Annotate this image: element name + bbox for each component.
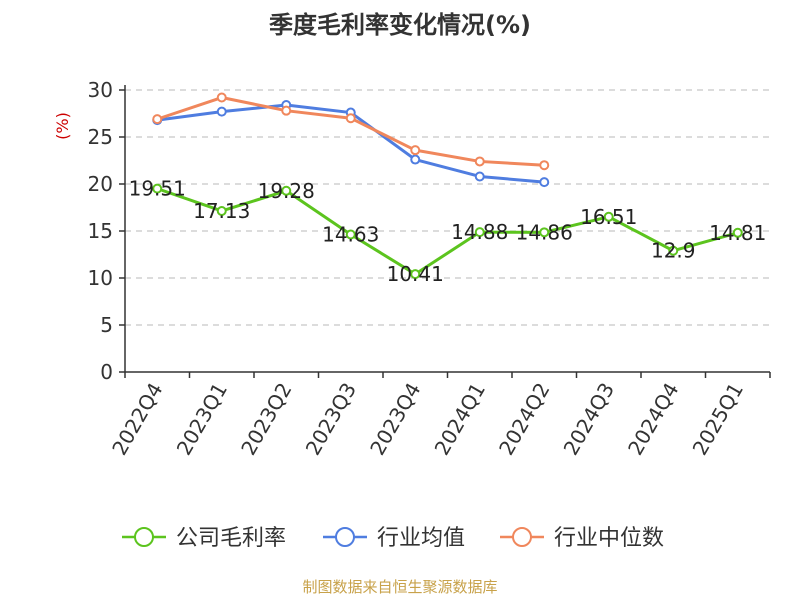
data-label: 16.51	[580, 205, 637, 229]
x-tick-label: 2024Q1	[430, 379, 490, 460]
y-tick-label: 30	[88, 78, 113, 102]
data-point	[281, 185, 292, 196]
data-point	[216, 205, 227, 216]
data-point	[345, 229, 356, 240]
x-tick-label: 2023Q4	[365, 379, 425, 460]
legend-marker	[512, 527, 532, 547]
y-tick-label: 15	[88, 219, 113, 243]
y-tick-label: 10	[88, 266, 113, 290]
legend-marker	[134, 527, 154, 547]
data-labels: 19.51 17.13 19.28 14.63 10.41 14.88 14.86 16.51…	[129, 177, 767, 287]
data-point	[539, 227, 550, 238]
x-tick-label: 2024Q4	[623, 379, 683, 460]
data-point	[474, 156, 485, 167]
y-axis-label: (%)	[53, 112, 72, 140]
y-tick-label: 0	[100, 360, 113, 384]
data-point	[410, 145, 421, 156]
data-label: 14.86	[516, 220, 573, 244]
legend: 公司毛利率 行业均值 行业中位数	[122, 526, 664, 551]
data-label: 19.51	[129, 177, 186, 201]
x-tick-label: 2022Q4	[107, 379, 167, 460]
source-note: 制图数据来自恒生聚源数据库	[302, 578, 497, 596]
data-point	[410, 154, 421, 165]
x-tick-label: 2023Q3	[301, 379, 361, 460]
legend-label: 公司毛利率	[176, 526, 286, 551]
x-tick-label: 2023Q2	[236, 379, 296, 460]
y-tick-label: 5	[100, 313, 113, 337]
gridlines	[125, 89, 770, 326]
x-tick-label: 2024Q2	[494, 379, 554, 460]
data-point	[216, 92, 227, 103]
data-label: 19.28	[258, 179, 315, 203]
data-point	[152, 114, 163, 125]
data-label: 14.81	[709, 221, 766, 245]
data-point	[668, 245, 679, 256]
legend-marker	[335, 527, 355, 547]
data-point	[732, 227, 743, 238]
data-label: 10.41	[387, 262, 444, 286]
x-tick-label: 2023Q1	[172, 379, 232, 460]
data-point	[474, 227, 485, 238]
data-point	[603, 211, 614, 222]
legend-label: 行业中位数	[554, 526, 664, 551]
data-point	[539, 177, 550, 188]
x-tick-label: 2024Q3	[559, 379, 619, 460]
data-point	[474, 171, 485, 182]
data-point	[410, 269, 421, 280]
series-line	[156, 187, 739, 276]
legend-label: 行业均值	[377, 526, 465, 551]
data-point	[539, 160, 550, 171]
chart-title: 季度毛利率变化情况(%)	[269, 11, 531, 39]
data-label: 17.13	[193, 199, 250, 223]
data-point	[281, 105, 292, 116]
y-tick-label: 25	[88, 125, 113, 149]
x-tick-label: 2025Q1	[688, 379, 748, 460]
y-tick-label: 20	[88, 172, 113, 196]
data-label: 14.63	[322, 222, 379, 246]
data-point	[152, 183, 163, 194]
data-point	[345, 113, 356, 124]
data-label: 14.88	[451, 220, 508, 244]
series-lines	[152, 92, 743, 280]
data-point	[216, 106, 227, 117]
data-label: 12.9	[651, 239, 696, 263]
